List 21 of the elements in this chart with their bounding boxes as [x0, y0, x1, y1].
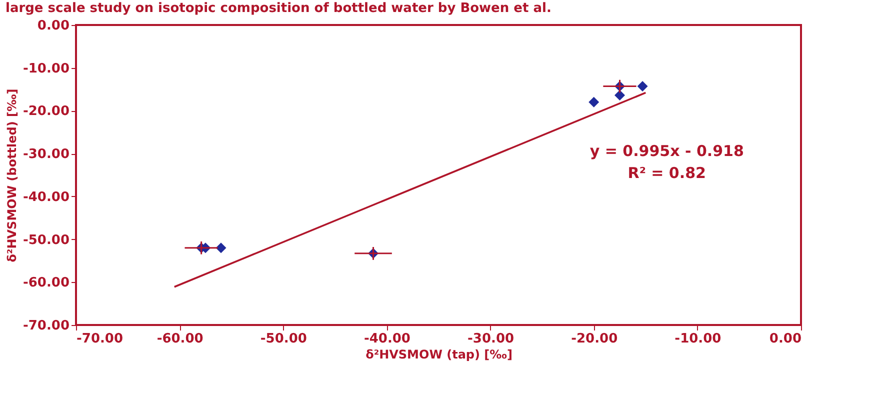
x-tick-label: -50.00 — [260, 332, 307, 346]
y-tick-label: -60.00 — [22, 276, 70, 291]
x-tick-label: -70.00 — [76, 332, 124, 346]
y-tick-label: -50.00 — [22, 232, 70, 248]
x-tick-label: 0.00 — [769, 332, 802, 346]
y-tick-label: -70.00 — [22, 318, 70, 334]
chart-title: large scale study on isotopic composition of bottled water by Bowen et al. — [5, 1, 552, 16]
x-tick-label: -60.00 — [156, 332, 204, 346]
y-tick-label: -20.00 — [22, 104, 70, 120]
y-tick-label: -30.00 — [22, 147, 70, 162]
annotation: R² = 0.82 — [628, 164, 706, 182]
annotation: y = 0.995x - 0.918 — [590, 142, 744, 160]
x-axis-title: δ²HVSMOW (tap) [‰] — [366, 348, 512, 362]
x-tick-label: -10.00 — [674, 332, 722, 346]
x-tick-label: -30.00 — [468, 332, 514, 346]
x-tick-label: -20.00 — [571, 332, 618, 346]
y-tick-label: -40.00 — [22, 190, 70, 205]
x-tick-label: -40.00 — [364, 332, 410, 346]
y-tick-label: 0.00 — [37, 18, 70, 34]
y-tick-label: -10.00 — [22, 61, 70, 76]
y-axis-title: δ²HVSMOW (bottled) [‰] — [4, 88, 19, 262]
